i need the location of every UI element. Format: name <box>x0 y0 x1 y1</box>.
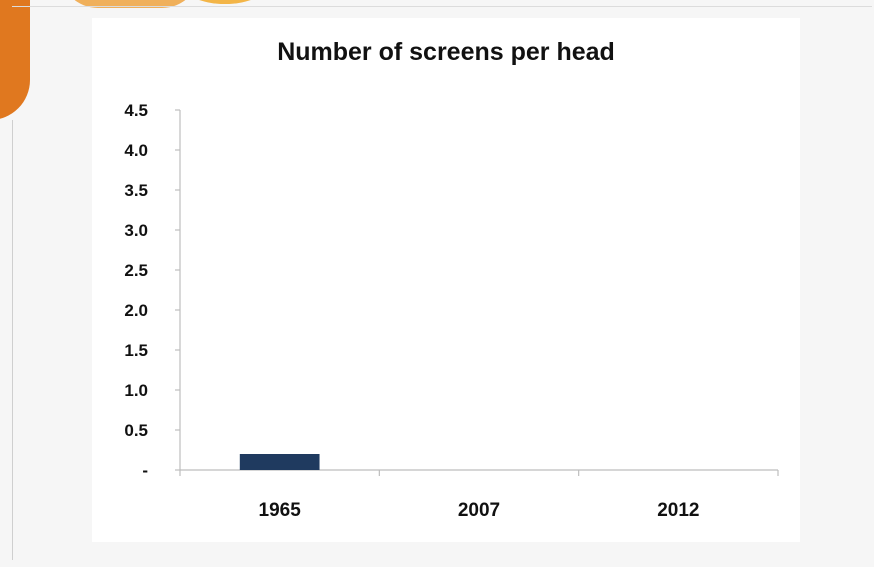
y-tick-label: 1.5 <box>124 341 148 360</box>
y-tick-label: 3.5 <box>124 181 148 200</box>
y-tick-label: 0.5 <box>124 421 148 440</box>
x-tick-label: 2012 <box>657 500 699 521</box>
x-tick-label: 2007 <box>458 500 500 521</box>
chart-panel <box>92 18 800 542</box>
y-tick-label: 4.5 <box>124 101 148 120</box>
y-tick-label: 4.0 <box>124 141 148 160</box>
chart-title: Number of screens per head <box>277 38 615 66</box>
y-tick-label: 3.0 <box>124 221 148 240</box>
y-axis-ticks: - 0.5 1.0 1.5 2.0 2.5 3.0 3.5 4.0 4.5 <box>124 101 180 480</box>
y-tick-label: 2.0 <box>124 301 148 320</box>
bars <box>239 454 320 470</box>
y-tick-label: - <box>142 461 148 480</box>
y-tick-label: 1.0 <box>124 381 148 400</box>
top-rule <box>12 6 872 7</box>
x-tick-label: 1965 <box>259 500 302 521</box>
axes <box>179 110 778 471</box>
bar-1965 <box>239 454 320 470</box>
orange-tab-decoration <box>60 0 200 8</box>
x-axis-ticks: 1965 2007 2012 <box>179 470 779 521</box>
yellow-tab-decoration <box>180 0 270 4</box>
left-rule <box>12 120 13 560</box>
y-tick-label: 2.5 <box>124 261 148 280</box>
